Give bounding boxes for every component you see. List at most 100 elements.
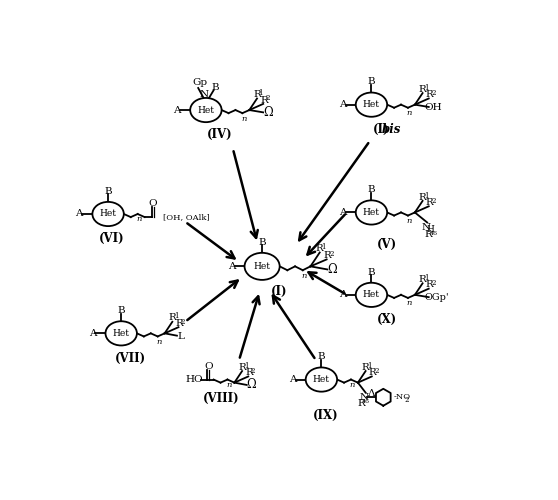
Text: n: n — [302, 272, 307, 280]
Text: A: A — [339, 208, 347, 217]
Ellipse shape — [356, 200, 387, 224]
Text: n: n — [407, 300, 412, 308]
Text: 2: 2 — [266, 94, 270, 102]
Text: Ω: Ω — [327, 263, 337, 276]
Text: R: R — [418, 85, 426, 94]
Text: A: A — [174, 106, 181, 114]
Text: 2: 2 — [431, 197, 436, 205]
Text: Het: Het — [198, 106, 214, 114]
Text: 1: 1 — [424, 192, 429, 200]
Text: (X): (X) — [377, 313, 397, 326]
Text: 1: 1 — [258, 89, 263, 97]
Text: Het: Het — [363, 100, 380, 109]
Text: 1: 1 — [321, 243, 326, 251]
Text: n: n — [241, 114, 247, 122]
Text: (V): (V) — [377, 238, 397, 252]
Text: 2: 2 — [404, 396, 408, 404]
Text: R: R — [362, 362, 369, 372]
Text: A: A — [228, 262, 235, 271]
Text: OGp': OGp' — [424, 294, 449, 302]
Text: N: N — [199, 90, 208, 100]
Text: B: B — [117, 306, 125, 315]
Text: R: R — [238, 362, 246, 372]
Text: [OH, OAlk]: [OH, OAlk] — [163, 213, 210, 221]
Text: R: R — [260, 96, 268, 104]
Text: (VII): (VII) — [115, 352, 146, 364]
Text: 46: 46 — [362, 400, 369, 404]
Text: n: n — [407, 109, 412, 117]
Text: N: N — [359, 393, 369, 402]
Text: Het: Het — [253, 262, 271, 271]
Text: B: B — [318, 352, 325, 361]
Text: B: B — [368, 78, 376, 86]
Text: 46: 46 — [430, 231, 438, 236]
Text: O: O — [204, 362, 213, 371]
Text: R: R — [426, 198, 434, 207]
Text: R: R — [426, 90, 434, 99]
Ellipse shape — [356, 282, 387, 307]
Text: B: B — [368, 185, 376, 194]
Text: n: n — [137, 216, 142, 224]
Text: R: R — [175, 319, 183, 328]
Text: 2: 2 — [329, 250, 334, 258]
Text: Het: Het — [313, 375, 330, 384]
Text: R: R — [357, 399, 365, 408]
Text: (IX): (IX) — [312, 409, 338, 422]
Text: B: B — [104, 186, 112, 196]
Text: bis: bis — [382, 123, 401, 136]
Text: B: B — [258, 238, 266, 246]
Text: n: n — [227, 381, 232, 389]
Text: 2: 2 — [251, 367, 255, 375]
Text: n: n — [407, 217, 412, 225]
Text: R: R — [169, 314, 176, 322]
Text: 1: 1 — [367, 362, 372, 370]
Text: Ω: Ω — [247, 378, 256, 392]
Ellipse shape — [190, 98, 222, 122]
Text: R: R — [418, 192, 426, 202]
Text: (I): (I) — [271, 284, 287, 298]
Text: L: L — [177, 332, 184, 341]
Text: HO: HO — [185, 375, 203, 384]
Ellipse shape — [356, 92, 387, 117]
Text: Het: Het — [113, 329, 129, 338]
Text: 2: 2 — [431, 280, 436, 287]
Text: 2: 2 — [431, 89, 436, 97]
Ellipse shape — [306, 368, 337, 392]
Text: (VIII): (VIII) — [203, 392, 239, 406]
Text: A: A — [339, 290, 347, 300]
Text: A: A — [75, 210, 83, 218]
Ellipse shape — [244, 253, 280, 280]
Text: R: R — [316, 244, 324, 253]
Text: R: R — [425, 230, 432, 239]
Text: N: N — [421, 222, 430, 232]
Text: 1: 1 — [424, 274, 429, 282]
Text: R: R — [324, 251, 331, 260]
Text: R: R — [369, 368, 377, 377]
Text: Ω: Ω — [263, 106, 273, 119]
Text: R: R — [418, 275, 426, 284]
Text: Het: Het — [363, 290, 380, 300]
Text: H: H — [426, 225, 434, 234]
Text: 2: 2 — [181, 318, 185, 326]
Text: A: A — [289, 375, 296, 384]
Text: R: R — [426, 280, 434, 289]
Text: n: n — [350, 381, 355, 389]
Text: 2: 2 — [374, 367, 379, 375]
Text: (VI): (VI) — [99, 232, 125, 245]
Text: (IV): (IV) — [207, 128, 233, 141]
Text: n: n — [157, 338, 162, 346]
Text: A: A — [339, 100, 347, 109]
Text: R: R — [253, 90, 261, 99]
Ellipse shape — [93, 202, 124, 226]
Text: Λ: Λ — [367, 389, 375, 398]
Text: 1: 1 — [174, 312, 179, 320]
Text: A: A — [89, 329, 96, 338]
Text: 1: 1 — [244, 362, 248, 370]
Text: O: O — [149, 200, 157, 208]
Text: Het: Het — [100, 210, 117, 218]
Text: Gp: Gp — [192, 78, 208, 87]
Text: (I): (I) — [372, 123, 389, 136]
Text: Het: Het — [363, 208, 380, 217]
Ellipse shape — [105, 321, 137, 345]
Text: B: B — [211, 82, 219, 92]
